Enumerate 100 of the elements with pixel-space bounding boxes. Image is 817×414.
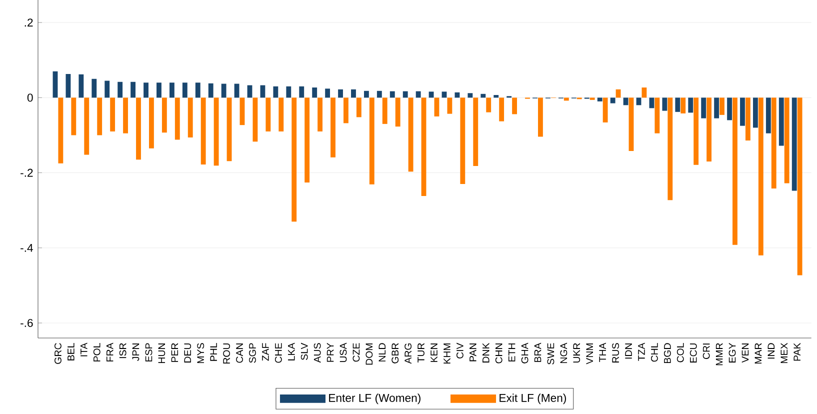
- y-tick-label: 0: [27, 94, 33, 102]
- bar: [766, 98, 771, 134]
- x-tick-label: GRC: [54, 343, 62, 364]
- bar: [369, 98, 374, 184]
- bar: [304, 98, 310, 183]
- bar: [52, 71, 58, 98]
- x-tick-label: SLV: [300, 342, 308, 360]
- x-tick-label: HUN: [158, 344, 166, 364]
- bar: [149, 98, 154, 148]
- x-tick-label: ISR: [119, 343, 126, 358]
- bar: [156, 82, 162, 98]
- bar: [402, 91, 408, 98]
- bar: [792, 98, 797, 191]
- bar: [797, 98, 802, 276]
- x-tick-label: NGA: [560, 342, 568, 364]
- x-tick-label: PAK: [794, 342, 800, 361]
- x-tick-label: KEN: [430, 344, 438, 362]
- bar: [668, 98, 673, 200]
- bar: [628, 98, 634, 151]
- x-tick-label: MYS: [197, 343, 204, 364]
- bar: [169, 82, 174, 98]
- x-tick-label: ZAF: [262, 343, 269, 361]
- bar: [92, 78, 97, 98]
- bar: [351, 89, 356, 98]
- bar: [226, 98, 232, 162]
- bar: [278, 98, 284, 132]
- bar: [680, 98, 686, 114]
- bar: [473, 98, 478, 166]
- bar: [208, 83, 214, 98]
- bar: [266, 98, 271, 132]
- x-tick-label: USA: [340, 342, 347, 362]
- bar: [636, 98, 642, 106]
- x-tick-label: DNK: [482, 342, 490, 362]
- x-tick-label: ITA: [80, 342, 88, 356]
- y-tick-label: .2: [24, 18, 33, 26]
- legend-label: Exit LF (Men): [500, 394, 566, 404]
- x-tick-label: TZA: [638, 342, 645, 361]
- x-tick-label: VNM: [586, 344, 593, 364]
- x-tick-label: BRA: [534, 342, 542, 362]
- bar: [642, 88, 647, 98]
- x-tick-label: CHL: [651, 343, 658, 362]
- x-tick-label: EGY: [728, 342, 736, 362]
- x-tick-label: SGP: [249, 343, 256, 363]
- bar: [720, 98, 724, 115]
- x-tick-label: TUR: [418, 343, 424, 363]
- x-tick-label: VEN: [742, 344, 749, 363]
- bar: [78, 74, 84, 98]
- x-tick-label: MAR: [754, 343, 762, 364]
- x-tick-label: CHE: [274, 343, 282, 363]
- bar: [623, 98, 628, 106]
- y-tick-label: -.4: [20, 244, 33, 252]
- bar: [325, 88, 330, 98]
- bar: [649, 98, 654, 108]
- x-tick-label: CAN: [236, 344, 243, 363]
- bar: [610, 98, 616, 104]
- bar: [758, 98, 764, 256]
- bar: [416, 91, 421, 98]
- bar: [714, 98, 720, 118]
- bar: [174, 98, 180, 140]
- bar: [344, 98, 348, 124]
- x-tick-label: IND: [768, 343, 774, 359]
- bar: [182, 82, 188, 98]
- bar: [58, 98, 64, 164]
- bar: [214, 98, 219, 166]
- bar: [195, 82, 200, 98]
- x-tick-label: CRI: [702, 344, 710, 359]
- bar: [318, 98, 322, 132]
- x-tick-label: PHL: [210, 343, 217, 361]
- bar: [252, 98, 258, 142]
- x-tick-label: CHN: [495, 344, 502, 364]
- x-tick-label: JPN: [132, 344, 140, 361]
- bar: [442, 92, 447, 98]
- bar: [778, 98, 784, 146]
- bar: [118, 82, 123, 98]
- bar: [706, 98, 712, 162]
- x-tick-label: ROU: [223, 343, 230, 364]
- bar: [468, 93, 473, 98]
- bar: [312, 88, 318, 98]
- bar: [740, 98, 745, 126]
- bar: [104, 80, 110, 98]
- x-tick-label: ARG: [404, 343, 412, 364]
- bar: [434, 98, 440, 116]
- bar: [188, 98, 193, 138]
- bar: [130, 82, 136, 98]
- x-tick-label: LKA: [288, 342, 295, 360]
- bar: [564, 98, 569, 101]
- x-tick-label: DEU: [184, 343, 192, 362]
- bar: [654, 98, 660, 134]
- y-tick-label: -.6: [20, 318, 33, 327]
- bar: [675, 98, 680, 112]
- x-tick-label: PRY: [326, 342, 334, 362]
- bar: [338, 89, 343, 98]
- bar: [71, 98, 76, 136]
- bar: [364, 90, 369, 98]
- bar: [299, 86, 304, 98]
- x-tick-label: KHM: [444, 344, 450, 364]
- bar: [421, 98, 426, 196]
- bar: [480, 94, 486, 98]
- x-tick-label: SWE: [547, 343, 554, 364]
- y-tick-label: -.2: [20, 168, 33, 177]
